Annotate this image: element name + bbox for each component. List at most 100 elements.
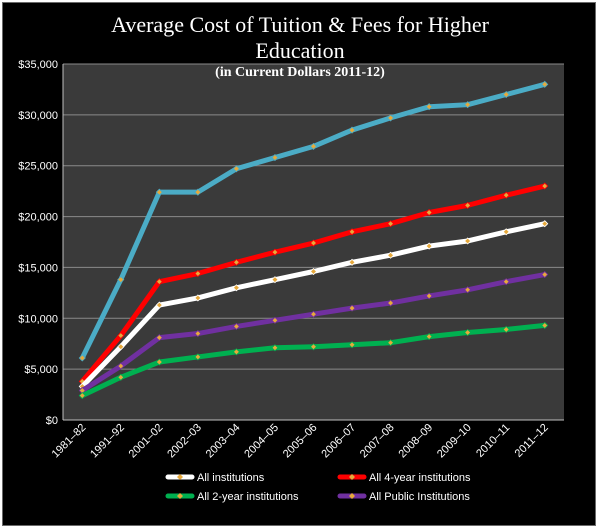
x-tick-label: 2003–04 xyxy=(204,422,243,461)
data-point xyxy=(155,278,163,286)
gridlines xyxy=(62,63,564,421)
legend-item: All 2-year institutions xyxy=(165,491,299,503)
data-point xyxy=(78,354,86,362)
data-point xyxy=(194,269,202,278)
data-point xyxy=(271,248,279,256)
x-tick-label: 2009–10 xyxy=(435,422,474,461)
data-point xyxy=(464,101,472,109)
data-point xyxy=(155,301,163,309)
data-point xyxy=(117,362,125,370)
data-point xyxy=(309,343,318,351)
y-tick-label: $30,000 xyxy=(18,110,58,122)
data-point xyxy=(502,228,510,236)
legend-marker xyxy=(349,474,355,480)
chart-title-line-1: Average Cost of Tuition & Fees for Highe… xyxy=(111,12,489,37)
data-point xyxy=(194,188,202,196)
data-point xyxy=(502,191,510,199)
data-point xyxy=(348,126,356,134)
data-point xyxy=(348,341,356,349)
data-point xyxy=(387,299,395,307)
data-point xyxy=(541,321,549,329)
x-tick-label: 2001–02 xyxy=(127,422,166,461)
legend-item: All Public Institutions xyxy=(337,491,470,503)
y-tick-label: $10,000 xyxy=(18,313,58,325)
data-point xyxy=(271,316,279,324)
data-point xyxy=(541,182,549,190)
legend-label: All Public Institutions xyxy=(369,491,470,503)
data-point xyxy=(348,304,356,312)
data-point xyxy=(541,220,549,228)
data-point xyxy=(309,142,318,150)
data-point xyxy=(232,348,240,356)
y-tick-label: $0 xyxy=(46,415,58,427)
legend-label: All institutions xyxy=(197,472,265,484)
data-point xyxy=(425,208,433,217)
data-point xyxy=(117,332,125,340)
data-point xyxy=(155,188,163,196)
data-point xyxy=(348,258,356,266)
legend-label: All 4-year institutions xyxy=(369,472,471,484)
data-point xyxy=(117,276,125,284)
x-tick-label: 2002–03 xyxy=(165,422,204,461)
y-tick-label: $20,000 xyxy=(18,212,58,224)
data-point xyxy=(232,165,240,173)
data-point xyxy=(425,292,433,300)
data-point xyxy=(464,201,472,209)
data-point xyxy=(309,239,318,247)
data-point xyxy=(117,343,125,351)
data-point xyxy=(271,154,279,162)
legend-marker xyxy=(349,493,355,499)
data-point xyxy=(425,103,433,111)
y-tick-label: $25,000 xyxy=(18,161,58,173)
data-point xyxy=(271,276,279,284)
y-tick-label: $5,000 xyxy=(24,364,58,376)
legend-item: All institutions xyxy=(165,472,265,484)
x-axis-ticks: 1981–82 1991–92 2001–02 2002–03 2003–04 2004–… xyxy=(50,422,551,461)
legend: All institutions All 4-year institutions A… xyxy=(165,472,471,503)
chart-title-line-2: Education xyxy=(255,38,345,63)
data-point xyxy=(78,392,86,400)
data-point xyxy=(387,114,395,122)
y-tick-label: $15,000 xyxy=(18,262,58,274)
data-point xyxy=(387,220,395,228)
x-tick-label: 2011–12 xyxy=(513,422,551,460)
data-point xyxy=(194,329,202,338)
legend-marker xyxy=(177,493,183,499)
x-tick-label: 2006–07 xyxy=(319,422,358,461)
data-point xyxy=(541,80,549,88)
data-point xyxy=(502,325,510,334)
legend-item: All 4-year institutions xyxy=(337,472,471,484)
data-point xyxy=(194,294,202,302)
data-point xyxy=(502,90,510,99)
x-tick-label: 2007–08 xyxy=(358,422,397,461)
y-tick-label: $35,000 xyxy=(18,59,58,71)
data-point xyxy=(348,228,356,236)
y-axis-ticks: $0 $5,000 $10,000 $15,000 $20,000 $25,000 $30,… xyxy=(18,59,58,427)
data-point xyxy=(155,334,163,342)
data-point xyxy=(502,278,510,286)
data-point xyxy=(541,270,549,279)
data-point xyxy=(387,251,395,259)
x-tick-label: 2004–05 xyxy=(242,422,281,461)
data-point xyxy=(464,328,472,337)
legend-label: All 2-year institutions xyxy=(197,491,299,503)
data-point xyxy=(232,284,240,292)
data-point xyxy=(309,267,318,276)
x-tick-label: 2010–11 xyxy=(474,422,512,460)
data-point xyxy=(232,322,240,330)
x-tick-label: 1981–82 xyxy=(50,422,89,461)
data-point xyxy=(387,339,395,347)
data-point xyxy=(425,333,433,341)
data-point xyxy=(232,258,240,266)
data-point xyxy=(155,358,163,366)
data-point xyxy=(309,310,318,318)
chart-subtitle: (in Current Dollars 2011-12) xyxy=(215,65,385,80)
x-tick-label: 1991–92 xyxy=(88,422,127,461)
data-point xyxy=(464,286,472,294)
series-lines xyxy=(78,80,549,400)
x-tick-label: 2008–09 xyxy=(396,422,435,461)
data-point xyxy=(117,373,125,381)
data-point xyxy=(464,237,472,245)
data-point xyxy=(425,242,433,250)
